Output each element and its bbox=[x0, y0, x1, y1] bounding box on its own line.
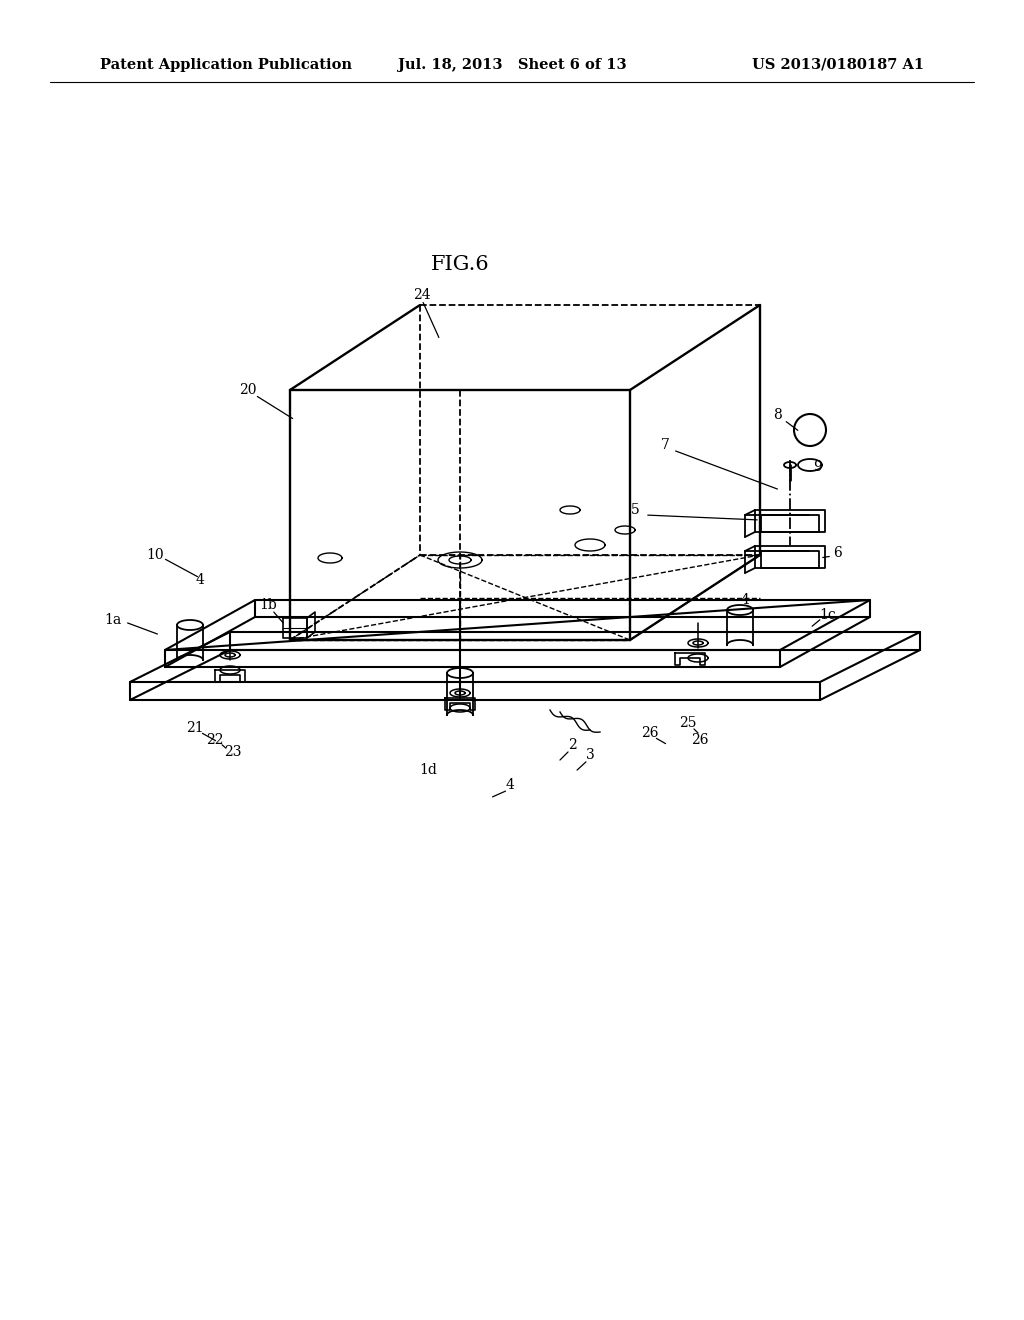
Text: 1b: 1b bbox=[259, 598, 276, 612]
Text: 1a: 1a bbox=[104, 612, 122, 627]
Text: Jul. 18, 2013   Sheet 6 of 13: Jul. 18, 2013 Sheet 6 of 13 bbox=[397, 58, 627, 73]
Text: 8: 8 bbox=[773, 408, 782, 422]
Text: Patent Application Publication: Patent Application Publication bbox=[100, 58, 352, 73]
Text: FIG.6: FIG.6 bbox=[431, 256, 489, 275]
Text: 4: 4 bbox=[740, 593, 750, 607]
Text: 1d: 1d bbox=[419, 763, 437, 777]
Text: 21: 21 bbox=[186, 721, 204, 735]
Text: 4: 4 bbox=[506, 777, 514, 792]
Text: 20: 20 bbox=[240, 383, 257, 397]
Text: 2: 2 bbox=[567, 738, 577, 752]
Text: 23: 23 bbox=[224, 744, 242, 759]
Text: 24: 24 bbox=[414, 288, 431, 302]
Text: 26: 26 bbox=[641, 726, 658, 741]
Text: 22: 22 bbox=[206, 733, 224, 747]
Text: 3: 3 bbox=[586, 748, 594, 762]
Text: 25: 25 bbox=[679, 715, 696, 730]
Text: 4: 4 bbox=[196, 573, 205, 587]
Text: 26: 26 bbox=[691, 733, 709, 747]
Text: 10: 10 bbox=[146, 548, 164, 562]
Text: 5: 5 bbox=[631, 503, 639, 517]
Text: 7: 7 bbox=[660, 438, 670, 451]
Text: 6: 6 bbox=[834, 546, 843, 560]
Text: 1c: 1c bbox=[819, 609, 837, 622]
Text: 9: 9 bbox=[814, 459, 822, 474]
Text: US 2013/0180187 A1: US 2013/0180187 A1 bbox=[752, 58, 924, 73]
